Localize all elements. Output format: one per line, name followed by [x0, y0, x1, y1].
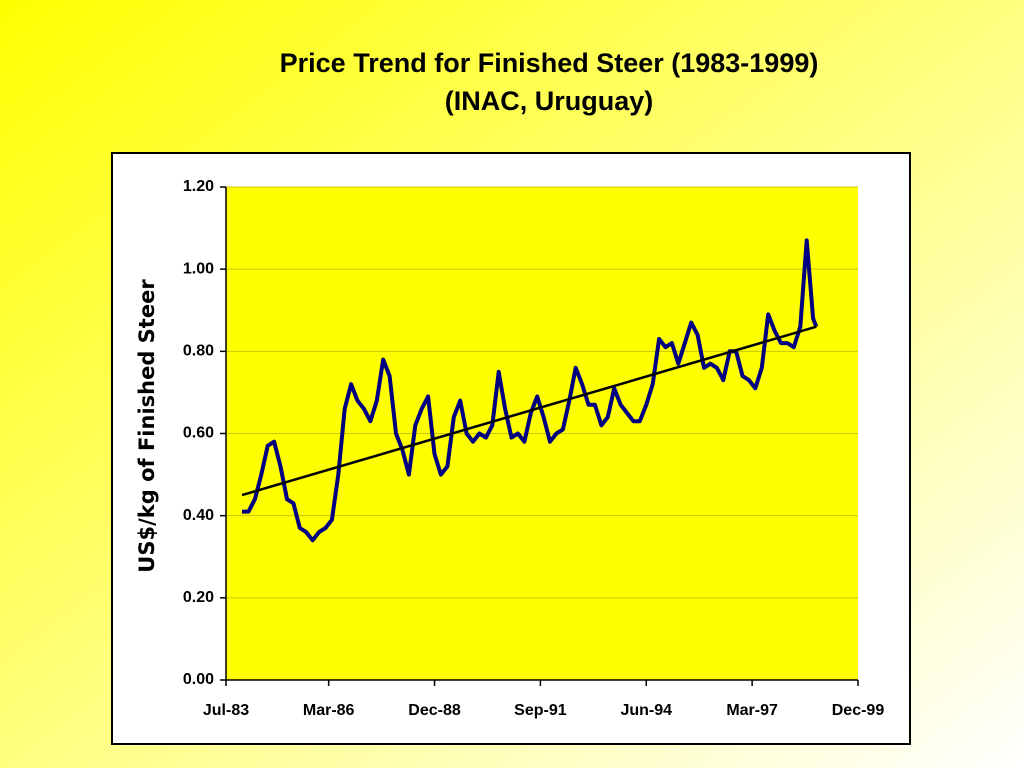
- y-tick-label: 0.60: [183, 425, 214, 442]
- x-tick-label: Mar-86: [303, 702, 355, 719]
- chart-title: Price Trend for Finished Steer (1983-199…: [280, 48, 819, 78]
- x-tick-label: Jun-94: [620, 702, 672, 719]
- y-tick-label: 0.20: [183, 589, 214, 606]
- chart-subtitle: (INAC, Uruguay): [445, 86, 654, 116]
- y-tick-label: 1.00: [183, 260, 214, 277]
- y-tick-label: 0.80: [183, 343, 214, 360]
- x-tick-label: Jul-83: [203, 702, 249, 719]
- y-axis-label: US$/kg of Finished Steer: [135, 279, 159, 573]
- y-tick-label: 0.00: [183, 671, 214, 688]
- x-tick-label: Mar-97: [726, 702, 778, 719]
- x-tick-label: Sep-91: [514, 702, 567, 719]
- y-tick-label: 0.40: [183, 507, 214, 524]
- y-tick-label: 1.20: [183, 178, 214, 195]
- x-tick-label: Dec-99: [832, 702, 885, 719]
- line-series: [241, 325, 817, 497]
- line-series: [242, 238, 819, 543]
- x-tick-label: Dec-88: [408, 702, 461, 719]
